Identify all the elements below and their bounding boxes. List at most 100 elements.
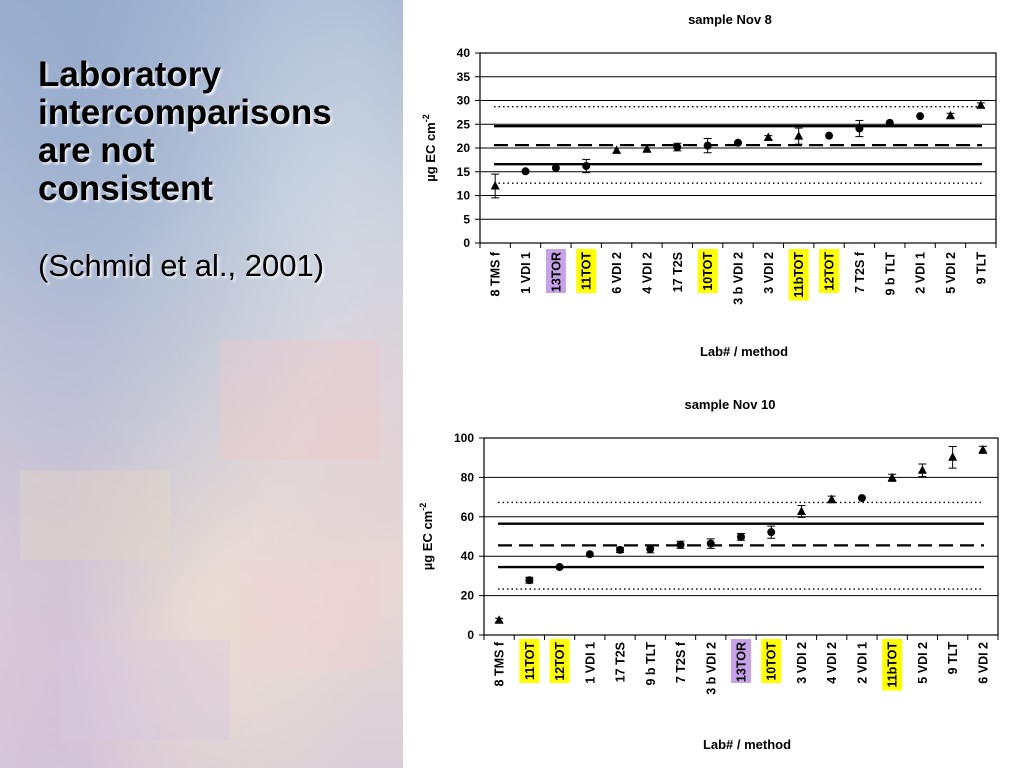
chart-1-y-tick-label: 35 <box>457 70 471 84</box>
chart-2-data-point-triangle <box>827 494 837 503</box>
chart-2-category-label: 10TOT <box>765 642 779 681</box>
chart-2-data-point-circle <box>555 563 564 572</box>
chart-2-data-point-circle <box>676 540 685 549</box>
chart-1-data-point-circle <box>885 118 894 127</box>
chart-1-data-point-circle <box>582 162 591 171</box>
chart-2-category-label: 9 b TLT <box>644 642 658 686</box>
chart-1-y-axis-label-main: µg EC cm <box>423 122 438 182</box>
chart-2-data-point-circle <box>525 576 534 585</box>
chart-1-category-highlight-yellow <box>819 249 840 293</box>
slide-background-panel <box>0 0 403 768</box>
chart-2-plot-frame <box>483 437 999 636</box>
chart-1-data-point-circle <box>521 167 530 176</box>
chart-2-category-highlight-yellow <box>519 639 540 683</box>
chart-1-plot-frame <box>479 52 997 244</box>
background-blotch <box>60 640 230 740</box>
chart-2-category-label: 4 VDI 2 <box>825 642 839 684</box>
chart-2-data-point-circle <box>737 532 745 541</box>
slide-citation: (Schmid et al., 2001) <box>38 248 325 283</box>
chart-1-category-label: 7 T2S f <box>853 251 867 293</box>
chart-1-y-tick-label: 20 <box>457 141 471 155</box>
chart-1-category-label: 8 TMS f <box>489 251 503 296</box>
chart-2-data-point-triangle <box>948 452 958 461</box>
chart-2-data-point-circle <box>857 494 866 503</box>
chart-1-data-point-triangle <box>794 131 804 140</box>
chart-2-category-highlight-purple <box>731 639 751 683</box>
chart-2-category-label: 11bTOT <box>886 642 900 688</box>
chart-2-category-label: 2 VDI 1 <box>855 642 869 684</box>
chart-1-data-point-circle <box>916 112 925 121</box>
chart-1-category-label: 4 VDI 2 <box>640 252 654 294</box>
chart-2-category-highlight-yellow <box>761 639 782 683</box>
chart-2-category-label: 9 TLT <box>946 642 960 675</box>
chart-1-category-highlight-yellow <box>576 249 597 293</box>
chart-2-y-axis-label-main: µg EC cm <box>420 511 435 571</box>
chart-1-data-point-circle <box>551 163 560 172</box>
chart-2-category-label: 6 VDI 2 <box>976 642 990 684</box>
chart-1-category-highlight-purple <box>545 249 566 293</box>
chart-1-y-tick-label: 10 <box>457 189 471 203</box>
chart-1-title: sample Nov 8 <box>688 12 772 27</box>
chart-1-data-point-circle <box>734 138 742 147</box>
chart-2-category-label: 8 TMS f <box>493 641 507 686</box>
chart-1-category-label: 11TOT <box>580 252 594 290</box>
chart-2-y-axis-label-superscript: -2 <box>418 503 428 511</box>
chart-2-category-label: 12TOT <box>553 642 567 681</box>
chart-1-category-label: 11bTOT <box>792 252 806 298</box>
chart-2-y-tick-label: 20 <box>461 589 475 603</box>
chart-2-data-point-circle <box>585 550 594 559</box>
chart-2-category-label: 7 T2S f <box>674 641 688 683</box>
chart-1-y-tick-label: 25 <box>457 117 471 131</box>
chart-2-data-point-triangle <box>796 506 806 515</box>
chart-2-data-point-triangle <box>887 472 897 482</box>
chart-1-data-point-circle <box>673 143 682 152</box>
chart-2-title: sample Nov 10 <box>684 397 775 412</box>
slide-title-line: consistent <box>38 169 214 208</box>
chart-2-data-point-triangle <box>917 465 927 474</box>
chart-1-category-label: 3 VDI 2 <box>762 252 776 294</box>
chart-1-data-point-triangle <box>612 145 622 154</box>
chart-1-y-tick-label: 40 <box>457 46 471 60</box>
chart-2-y-tick-label: 80 <box>461 470 475 484</box>
slide-title-line: intercomparisons <box>38 93 332 132</box>
chart-1-category-label: 3 b VDI 2 <box>732 252 746 305</box>
chart-1-y-axis-label: µg EC cm-2 <box>421 114 438 182</box>
background-blotch <box>240 560 380 670</box>
chart-1-data-point-circle <box>825 131 834 140</box>
chart-2-x-axis-label: Lab# / method <box>703 737 791 752</box>
chart-1-category-label: 12TOT <box>823 252 837 291</box>
chart-1-category-label: 1 VDI 1 <box>519 252 533 294</box>
chart-2-category-label: 1 VDI 1 <box>583 642 597 684</box>
chart-1-category-label: 10TOT <box>701 252 715 291</box>
chart-1-category-highlight-yellow <box>788 249 809 301</box>
chart-1-category-label: 13TOR <box>549 252 563 292</box>
chart-2-data-point-circle <box>706 539 715 548</box>
background-blotch <box>20 470 170 560</box>
chart-2-category-label: 3 VDI 2 <box>795 642 809 684</box>
chart-1-y-tick-label: 0 <box>463 236 470 250</box>
chart-2-category-highlight-yellow <box>882 639 903 691</box>
slide-title: Laboratory intercomparisons are not cons… <box>38 56 398 208</box>
chart-1-category-label: 2 VDI 1 <box>914 252 928 294</box>
chart-2-category-label: 5 VDI 2 <box>916 642 930 684</box>
chart-2-data-point-circle <box>616 545 625 554</box>
chart-2-y-tick-label: 0 <box>467 628 474 642</box>
chart-1-category-label: 5 VDI 2 <box>944 252 958 294</box>
chart-1-category-label: 17 T2S <box>671 252 685 292</box>
chart-2-category-label: 17 T2S <box>614 642 628 682</box>
chart-1-data-point-triangle <box>976 100 986 109</box>
chart-1-data-point-triangle <box>763 132 773 142</box>
chart-2-category-label: 13TOR <box>735 642 749 682</box>
chart-2-category-highlight-yellow <box>549 639 570 683</box>
chart-2-data-point-circle <box>767 528 776 537</box>
chart-1-category-highlight-yellow <box>697 249 718 293</box>
chart-1-category-label: 9 b TLT <box>883 252 897 296</box>
chart-1-y-tick-label: 15 <box>457 165 471 179</box>
chart-1-category-label: 9 TLT <box>974 252 988 285</box>
slide-title-line: are not <box>38 131 155 170</box>
chart-2-category-label: 3 b VDI 2 <box>704 642 718 695</box>
chart-2-y-tick-label: 100 <box>454 431 474 445</box>
chart-2-category-label: 11TOT <box>523 642 537 680</box>
chart-1-data-point-circle <box>855 124 864 133</box>
